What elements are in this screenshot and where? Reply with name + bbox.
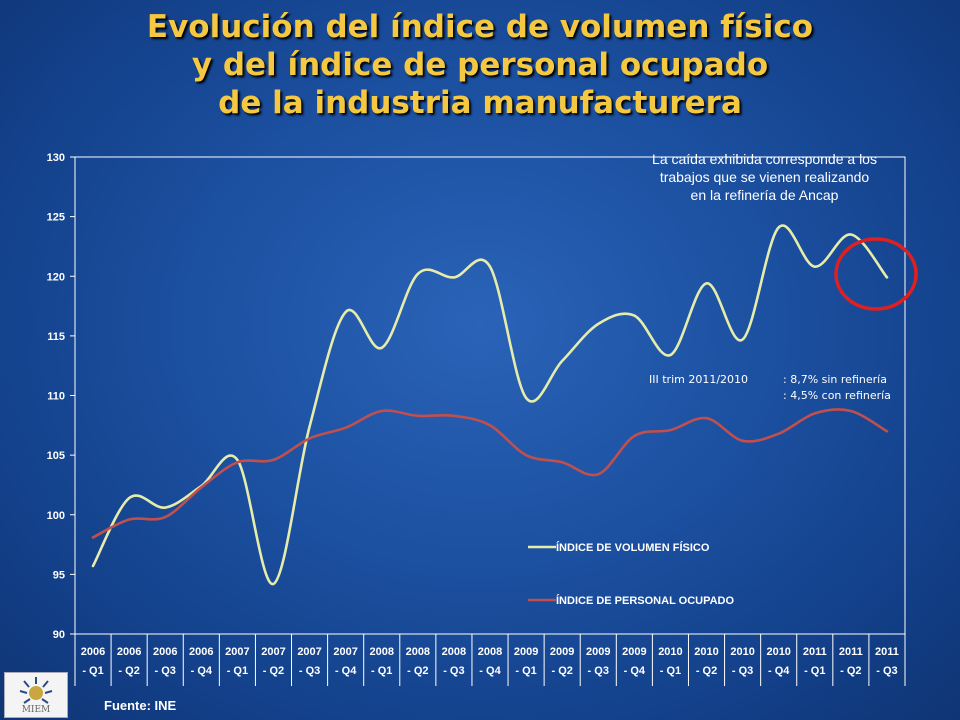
x-tick-label-year: 2008: [406, 646, 430, 658]
x-tick-label-quarter: - Q1: [227, 665, 248, 677]
y-tick-label: 90: [53, 629, 65, 641]
refinery-note: La caída exhibida corresponde a los trab…: [612, 150, 917, 204]
x-tick-label-quarter: - Q1: [804, 665, 825, 677]
x-tick-label-year: 2008: [478, 646, 502, 658]
x-tick-label-quarter: - Q4: [479, 665, 501, 677]
highlight-circle: [834, 237, 918, 311]
x-tick-label-quarter: - Q3: [588, 665, 609, 677]
x-tick-label-year: 2010: [766, 646, 790, 658]
x-tick-label-year: 2009: [514, 646, 538, 658]
x-tick-label-quarter: - Q1: [371, 665, 392, 677]
x-tick-label-quarter: - Q3: [299, 665, 320, 677]
x-tick-label-year: 2008: [442, 646, 466, 658]
x-tick-label-year: 2011: [803, 646, 827, 658]
legend: ÍNDICE DE VOLUMEN FÍSICO ÍNDICE DE PERSON…: [528, 541, 735, 607]
x-tick-label-year: 2006: [81, 646, 105, 658]
x-tick-label-quarter: - Q2: [118, 665, 139, 677]
x-tick-label-year: 2009: [550, 646, 574, 658]
x-tick-label-quarter: - Q3: [876, 665, 897, 677]
y-tick-label: 105: [47, 450, 65, 462]
x-tick-label-quarter: - Q3: [443, 665, 464, 677]
series-layer: [91, 224, 889, 586]
x-tick-label-year: 2007: [297, 646, 321, 658]
legend-label: ÍNDICE DE VOLUMEN FÍSICO: [556, 541, 710, 554]
x-tick-label-year: 2009: [586, 646, 610, 658]
x-tick-label-year: 2006: [117, 646, 141, 658]
note-line-2: trabajos que se vienen realizando: [659, 169, 870, 185]
x-tick-label-quarter: - Q4: [768, 665, 790, 677]
source-note: Fuente: INE: [104, 698, 177, 713]
series-volumen-fisico-line: [91, 224, 889, 586]
x-tick-label-quarter: - Q2: [263, 665, 284, 677]
logo-text: MIEM: [21, 705, 51, 715]
x-tick-label-quarter: - Q1: [82, 665, 103, 677]
y-tick-label: 125: [47, 212, 65, 224]
plot-frame: [74, 156, 906, 635]
y-tick-label: 95: [53, 569, 65, 581]
x-tick-label-quarter: - Q2: [407, 665, 428, 677]
x-tick-label-year: 2011: [875, 646, 899, 658]
x-tick-label-quarter: - Q4: [624, 665, 646, 677]
legend-label: ÍNDICE DE PERSONAL OCUPADO: [556, 594, 735, 607]
stat-line-2: : 4,5% con refinería: [783, 389, 891, 402]
miem-logo: MIEM: [4, 672, 68, 718]
x-tick-label-year: 2006: [153, 646, 177, 658]
x-tick-label-quarter: - Q4: [335, 665, 357, 677]
y-tick-label: 115: [47, 331, 65, 343]
x-tick-label-quarter: - Q2: [551, 665, 572, 677]
x-tick-label-year: 2008: [369, 646, 393, 658]
y-tick-label: 120: [47, 271, 65, 283]
x-tick-label-year: 2009: [622, 646, 646, 658]
y-axis: 90 95 100 105 110 115 120 125 130: [47, 152, 75, 641]
x-tick-label-quarter: - Q3: [155, 665, 176, 677]
title-line-1: Evolución del índice de volumen físico: [146, 9, 814, 45]
y-tick-label: 100: [47, 510, 65, 522]
note-line-1: La caída exhibida corresponde a los: [652, 151, 877, 167]
title-line-3: de la industria manufacturera: [218, 85, 742, 121]
x-tick-label-quarter: - Q1: [515, 665, 536, 677]
plot-area-border: [74, 156, 906, 635]
x-tick-label-year: 2007: [333, 646, 357, 658]
title-line-2: y del índice de personal ocupado: [191, 47, 769, 83]
series-personal-ocupado-line: [91, 408, 889, 539]
x-tick-label-quarter: - Q2: [840, 665, 861, 677]
x-tick-label-quarter: - Q1: [660, 665, 681, 677]
stat-line-1: : 8,7% sin refinería: [783, 373, 887, 386]
x-tick-label-year: 2010: [658, 646, 682, 658]
chart-title: Evolución del índice de volumen físico y…: [0, 8, 960, 122]
miem-sun-logo-icon: [19, 677, 53, 704]
y-tick-label: 110: [47, 391, 65, 403]
stat-label: III trim 2011/2010: [649, 373, 749, 386]
x-tick-label-quarter: - Q2: [696, 665, 717, 677]
x-tick-label-year: 2011: [839, 646, 863, 658]
x-tick-label-year: 2006: [189, 646, 213, 658]
x-tick-label-year: 2010: [694, 646, 718, 658]
x-tick-label-year: 2010: [730, 646, 754, 658]
x-tick-label-quarter: - Q4: [191, 665, 213, 677]
x-tick-label-year: 2007: [225, 646, 249, 658]
note-line-3: en la refinería de Ancap: [690, 187, 839, 203]
x-axis: 2006 - Q1 2006 - Q2 2006 - Q3 2006 - Q4 2007 - Q1…: [74, 634, 906, 686]
x-tick-label-year: 2007: [261, 646, 285, 658]
y-tick-label: 130: [47, 152, 65, 164]
x-tick-label-quarter: - Q3: [732, 665, 753, 677]
